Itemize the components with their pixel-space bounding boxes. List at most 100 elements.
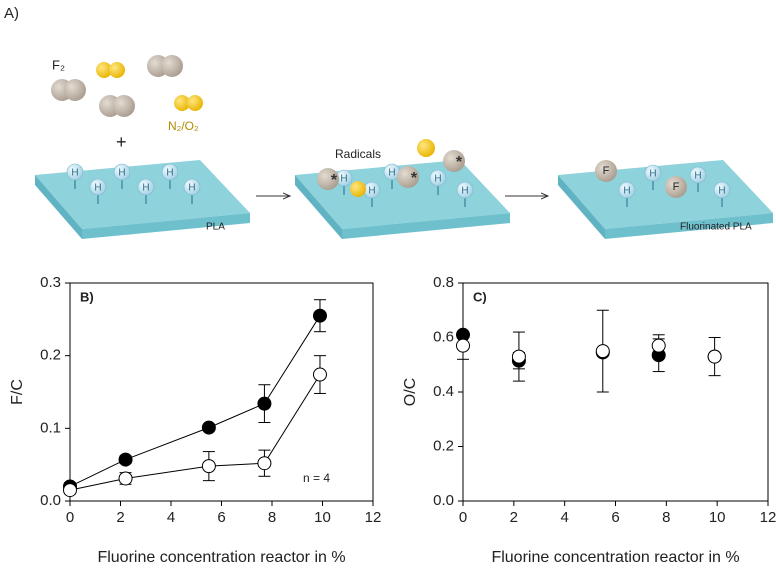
x-axis-label: Fluorine concentration reactor in %	[97, 549, 345, 566]
h-atom-label: H	[166, 168, 173, 179]
h-atom-label: H	[71, 168, 78, 179]
h-atom	[429, 169, 447, 187]
h-atom-label: H	[118, 168, 125, 179]
h-atom-label: H	[694, 171, 701, 182]
data-point	[651, 338, 666, 353]
h-atom-label: H	[340, 174, 347, 185]
h-atom-label: H	[649, 169, 656, 180]
h-atom-label: H	[188, 183, 195, 194]
x-tick-label: 12	[365, 509, 382, 526]
h-atom	[713, 181, 731, 199]
x-tick-label: 2	[510, 509, 518, 526]
h-atom-label: H	[368, 186, 375, 197]
x-tick-label: 8	[268, 509, 276, 526]
radicals-label: Radicals	[335, 147, 381, 161]
h-atom	[113, 163, 131, 181]
f-atom	[161, 55, 183, 77]
y-axis-label: F/C	[9, 379, 26, 405]
h-atom	[689, 166, 707, 184]
h-atom-label: H	[461, 186, 468, 197]
x-axis-label: Fluorine concentration reactor in %	[491, 549, 739, 566]
plot-frame	[69, 282, 374, 502]
x-tick-label: 4	[560, 509, 568, 526]
plot-frame	[462, 282, 769, 502]
n-atom	[187, 95, 203, 111]
h-atom	[137, 178, 155, 196]
x-tick-label: 0	[459, 509, 467, 526]
y-tick-label: 0.1	[40, 419, 61, 436]
h-atom	[456, 181, 474, 199]
y-tick-label: 0.6	[433, 328, 454, 345]
data-point	[201, 420, 216, 435]
radical-mark: *	[331, 172, 338, 189]
y-tick-label: 0.0	[433, 492, 454, 509]
n-atom	[96, 62, 112, 78]
x-tick-label: 0	[66, 509, 74, 526]
x-tick-label: 4	[167, 509, 175, 526]
molecules	[51, 55, 203, 117]
f-atom	[665, 176, 687, 198]
x-tick-label: 10	[709, 509, 726, 526]
data-point	[595, 344, 610, 359]
o-atom	[350, 181, 366, 197]
pla-label: PLA	[206, 222, 225, 233]
h-atom	[618, 181, 636, 199]
f-atom-label: F	[673, 181, 680, 193]
y-tick-label: 0.2	[40, 347, 61, 364]
panel-label: B)	[80, 289, 94, 304]
h-atom-label: H	[142, 183, 149, 194]
y-axis-label: O/C	[402, 378, 419, 406]
f-atom	[64, 79, 86, 101]
x-tick-label: 8	[662, 509, 670, 526]
data-point	[201, 459, 216, 474]
fluorinated-label: Fluorinated PLA	[680, 222, 752, 233]
x-tick-label: 6	[611, 509, 619, 526]
y-tick-label: 0.4	[433, 383, 454, 400]
slab-side	[35, 175, 82, 239]
data-point	[63, 483, 77, 498]
n-atom	[174, 95, 190, 111]
plus: +	[116, 132, 127, 152]
slab-side	[295, 175, 342, 239]
slab-front	[342, 213, 510, 239]
x-tick-label: 10	[314, 509, 331, 526]
x-tick-label: 2	[116, 509, 124, 526]
y-tick-label: 0.8	[433, 274, 454, 291]
radical-mark: *	[411, 170, 418, 187]
h-atom-label: H	[623, 186, 630, 197]
h-atom-label: H	[388, 168, 395, 179]
y-tick-label: 0.2	[433, 437, 454, 454]
f-atom-label: F	[603, 165, 610, 177]
x-tick-label: 6	[217, 509, 225, 526]
data-point	[118, 471, 133, 486]
radical	[443, 150, 465, 172]
data-point	[312, 367, 327, 382]
radical	[317, 168, 339, 190]
h-atom	[644, 164, 662, 182]
panel-label: C)	[473, 289, 487, 304]
annotation: n = 4	[303, 471, 330, 485]
data-point	[456, 338, 470, 353]
h-atom	[89, 178, 107, 196]
slab-side	[558, 175, 605, 239]
h-atom	[183, 178, 201, 196]
data-point	[511, 349, 526, 364]
h-atom-label: H	[434, 174, 441, 185]
data-point	[257, 396, 272, 411]
x-tick-label: 12	[760, 509, 776, 526]
h-atoms: H H H H H H H H H H H H H H H	[66, 163, 731, 207]
data-point	[707, 349, 722, 364]
data-point	[257, 456, 272, 471]
f-atom	[595, 160, 617, 182]
data-point	[312, 308, 327, 323]
y-tick-label: 0.0	[40, 492, 61, 509]
slab-front	[605, 213, 773, 239]
h-atom-label: H	[94, 183, 101, 194]
h-atom	[66, 163, 84, 181]
n2o2-label: N₂/O₂	[168, 119, 199, 133]
series-line	[69, 315, 321, 487]
f2-label: F₂	[52, 57, 65, 72]
slab-front	[82, 213, 250, 239]
series-line	[69, 374, 321, 491]
